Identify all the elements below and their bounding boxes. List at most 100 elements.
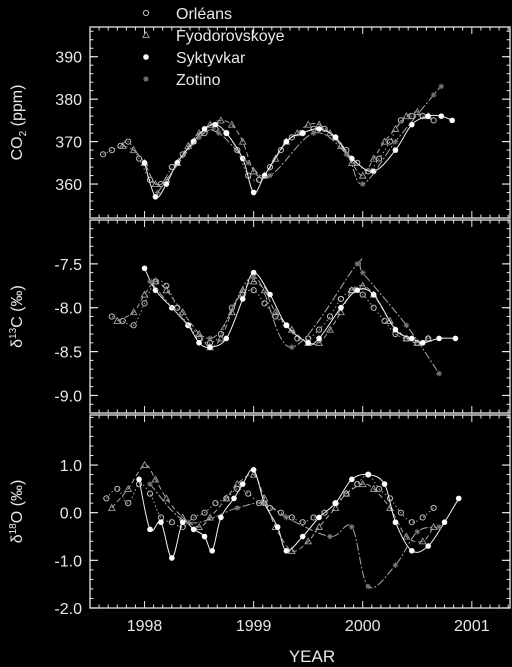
data-point-syktyvkar bbox=[136, 476, 142, 483]
data-point-fyodorovskoye bbox=[195, 522, 204, 530]
data-point-syktyvkar bbox=[299, 130, 306, 136]
data-point-fyodorovskoye bbox=[380, 137, 389, 145]
data-point-syktyvkar bbox=[201, 533, 208, 540]
fit-curve-orlans bbox=[106, 474, 434, 528]
data-point-orlans bbox=[315, 326, 323, 333]
x-tick-label: 1998 bbox=[127, 618, 163, 635]
data-point-syktyvkar bbox=[392, 326, 399, 333]
data-point-syktyvkar bbox=[223, 130, 230, 136]
data-point-zotino bbox=[430, 92, 437, 98]
data-point-zotino bbox=[283, 514, 290, 521]
data-point-syktyvkar bbox=[141, 160, 148, 166]
data-point-orlans bbox=[288, 134, 295, 141]
data-point-fyodorovskoye bbox=[227, 307, 236, 316]
data-point-zotino bbox=[436, 524, 442, 530]
data-point-zotino-d2 bbox=[436, 371, 442, 376]
data-point-syktyvkar bbox=[209, 548, 215, 554]
data-point-fyodorovskoye bbox=[151, 475, 160, 483]
data-point-orlans bbox=[430, 504, 437, 512]
y-axis-label-rest: (ppm) bbox=[9, 85, 26, 131]
data-point-syktyvkar bbox=[196, 340, 202, 346]
data-point-fyodorovskoye bbox=[206, 513, 214, 521]
data-point-fyodorovskoye bbox=[271, 154, 280, 162]
x-axis-label: YEAR bbox=[289, 647, 335, 666]
data-point-fyodorovskoye bbox=[227, 120, 236, 128]
data-point-syktyvkar bbox=[174, 160, 181, 166]
y-axis-label-subscript: 2 bbox=[18, 130, 29, 136]
data-point-syktyvkar bbox=[332, 500, 339, 506]
data-point-zotino-d2 bbox=[196, 135, 202, 140]
data-point-orlans bbox=[359, 291, 366, 298]
data-point-syktyvkar bbox=[147, 526, 153, 533]
data-point-syktyvkar bbox=[179, 519, 186, 526]
data-point-fyodorovskoye bbox=[413, 107, 422, 115]
data-point-syktyvkar bbox=[223, 335, 230, 342]
data-point-zotino-d2 bbox=[155, 190, 160, 195]
data-point-zotino bbox=[436, 370, 442, 377]
data-point-fyodorovskoye bbox=[402, 334, 411, 342]
data-point-fyodorovskoye bbox=[113, 316, 122, 324]
data-point-orlans bbox=[146, 490, 154, 497]
data-point-orlans bbox=[337, 295, 345, 303]
data-point-fyodorovskoye bbox=[402, 112, 411, 120]
data-point-zotino-d2 bbox=[414, 529, 420, 535]
data-point-syktyvkar bbox=[250, 467, 257, 473]
data-point-syktyvkar bbox=[438, 113, 445, 119]
data-point-zotino-d2 bbox=[267, 173, 273, 178]
data-point-fyodorovskoye bbox=[418, 537, 427, 545]
data-point-orlans bbox=[168, 519, 175, 526]
data-point-orlans bbox=[99, 151, 107, 158]
data-point-orlans bbox=[272, 313, 279, 320]
legend-marker bbox=[143, 76, 149, 82]
x-tick-label: 2001 bbox=[454, 618, 490, 635]
data-point-orlans bbox=[125, 138, 132, 145]
data-point-syktyvkar bbox=[158, 519, 164, 526]
data-point-zotino bbox=[154, 189, 161, 196]
x-tick-label: 1999 bbox=[236, 618, 272, 635]
legend-label: Zotino bbox=[176, 72, 221, 89]
data-point-zotino bbox=[261, 500, 268, 506]
data-point-fyodorovskoye bbox=[304, 537, 313, 545]
data-point-orlans bbox=[250, 287, 257, 294]
plot-frame bbox=[89, 414, 511, 609]
data-point-zotino-d2 bbox=[436, 524, 442, 530]
data-point-zotino-d2 bbox=[365, 584, 371, 589]
data-point-fyodorovskoye bbox=[118, 141, 127, 149]
co2-panel: 360 370 380 390 CO2 (ppm) bbox=[9, 26, 511, 219]
data-point-orlans bbox=[261, 300, 268, 307]
data-point-zotino bbox=[215, 130, 222, 136]
data-point-zotino bbox=[359, 181, 366, 187]
data-point-fyodorovskoye bbox=[249, 470, 258, 478]
y-tick-label: 0.0 bbox=[60, 506, 82, 523]
data-point-syktyvkar bbox=[250, 189, 257, 196]
data-point-orlans bbox=[381, 317, 388, 324]
data-point-orlans bbox=[212, 500, 219, 507]
y-axis-label-superscript: 13 bbox=[8, 327, 19, 339]
legend: Orléans Fyodorovskoye Syktyvkar Zotino bbox=[142, 6, 285, 89]
data-point-zotino bbox=[207, 335, 213, 342]
data-point-orlans bbox=[141, 300, 148, 307]
data-point-syktyvkar bbox=[316, 514, 322, 521]
y-axis-label-superscript: 18 bbox=[8, 523, 19, 535]
data-point-fyodorovskoye bbox=[369, 154, 378, 162]
data-point-fyodorovskoye bbox=[358, 281, 367, 289]
data-point-zotino bbox=[310, 130, 317, 136]
data-point-fyodorovskoye bbox=[140, 460, 149, 469]
data-point-orlans bbox=[234, 146, 241, 154]
data-point-zotino bbox=[245, 160, 251, 166]
data-point-zotino bbox=[250, 274, 257, 280]
data-point-orlans bbox=[108, 146, 115, 154]
data-point-orlans bbox=[299, 519, 306, 526]
data-point-zotino bbox=[438, 83, 445, 90]
data-point-fyodorovskoye bbox=[293, 128, 302, 137]
y-tick-label: 380 bbox=[55, 92, 82, 109]
data-point-zotino-d2 bbox=[354, 261, 360, 267]
data-point-fyodorovskoye bbox=[222, 494, 231, 502]
data-point-syktyvkar bbox=[190, 526, 197, 533]
data-point-fyodorovskoye bbox=[429, 522, 438, 530]
data-point-fyodorovskoye bbox=[238, 137, 247, 145]
data-point-syktyvkar bbox=[163, 181, 170, 187]
data-point-fyodorovskoye bbox=[129, 145, 138, 154]
data-point-zotino bbox=[234, 505, 241, 511]
data-point-zotino-d2 bbox=[311, 130, 316, 136]
